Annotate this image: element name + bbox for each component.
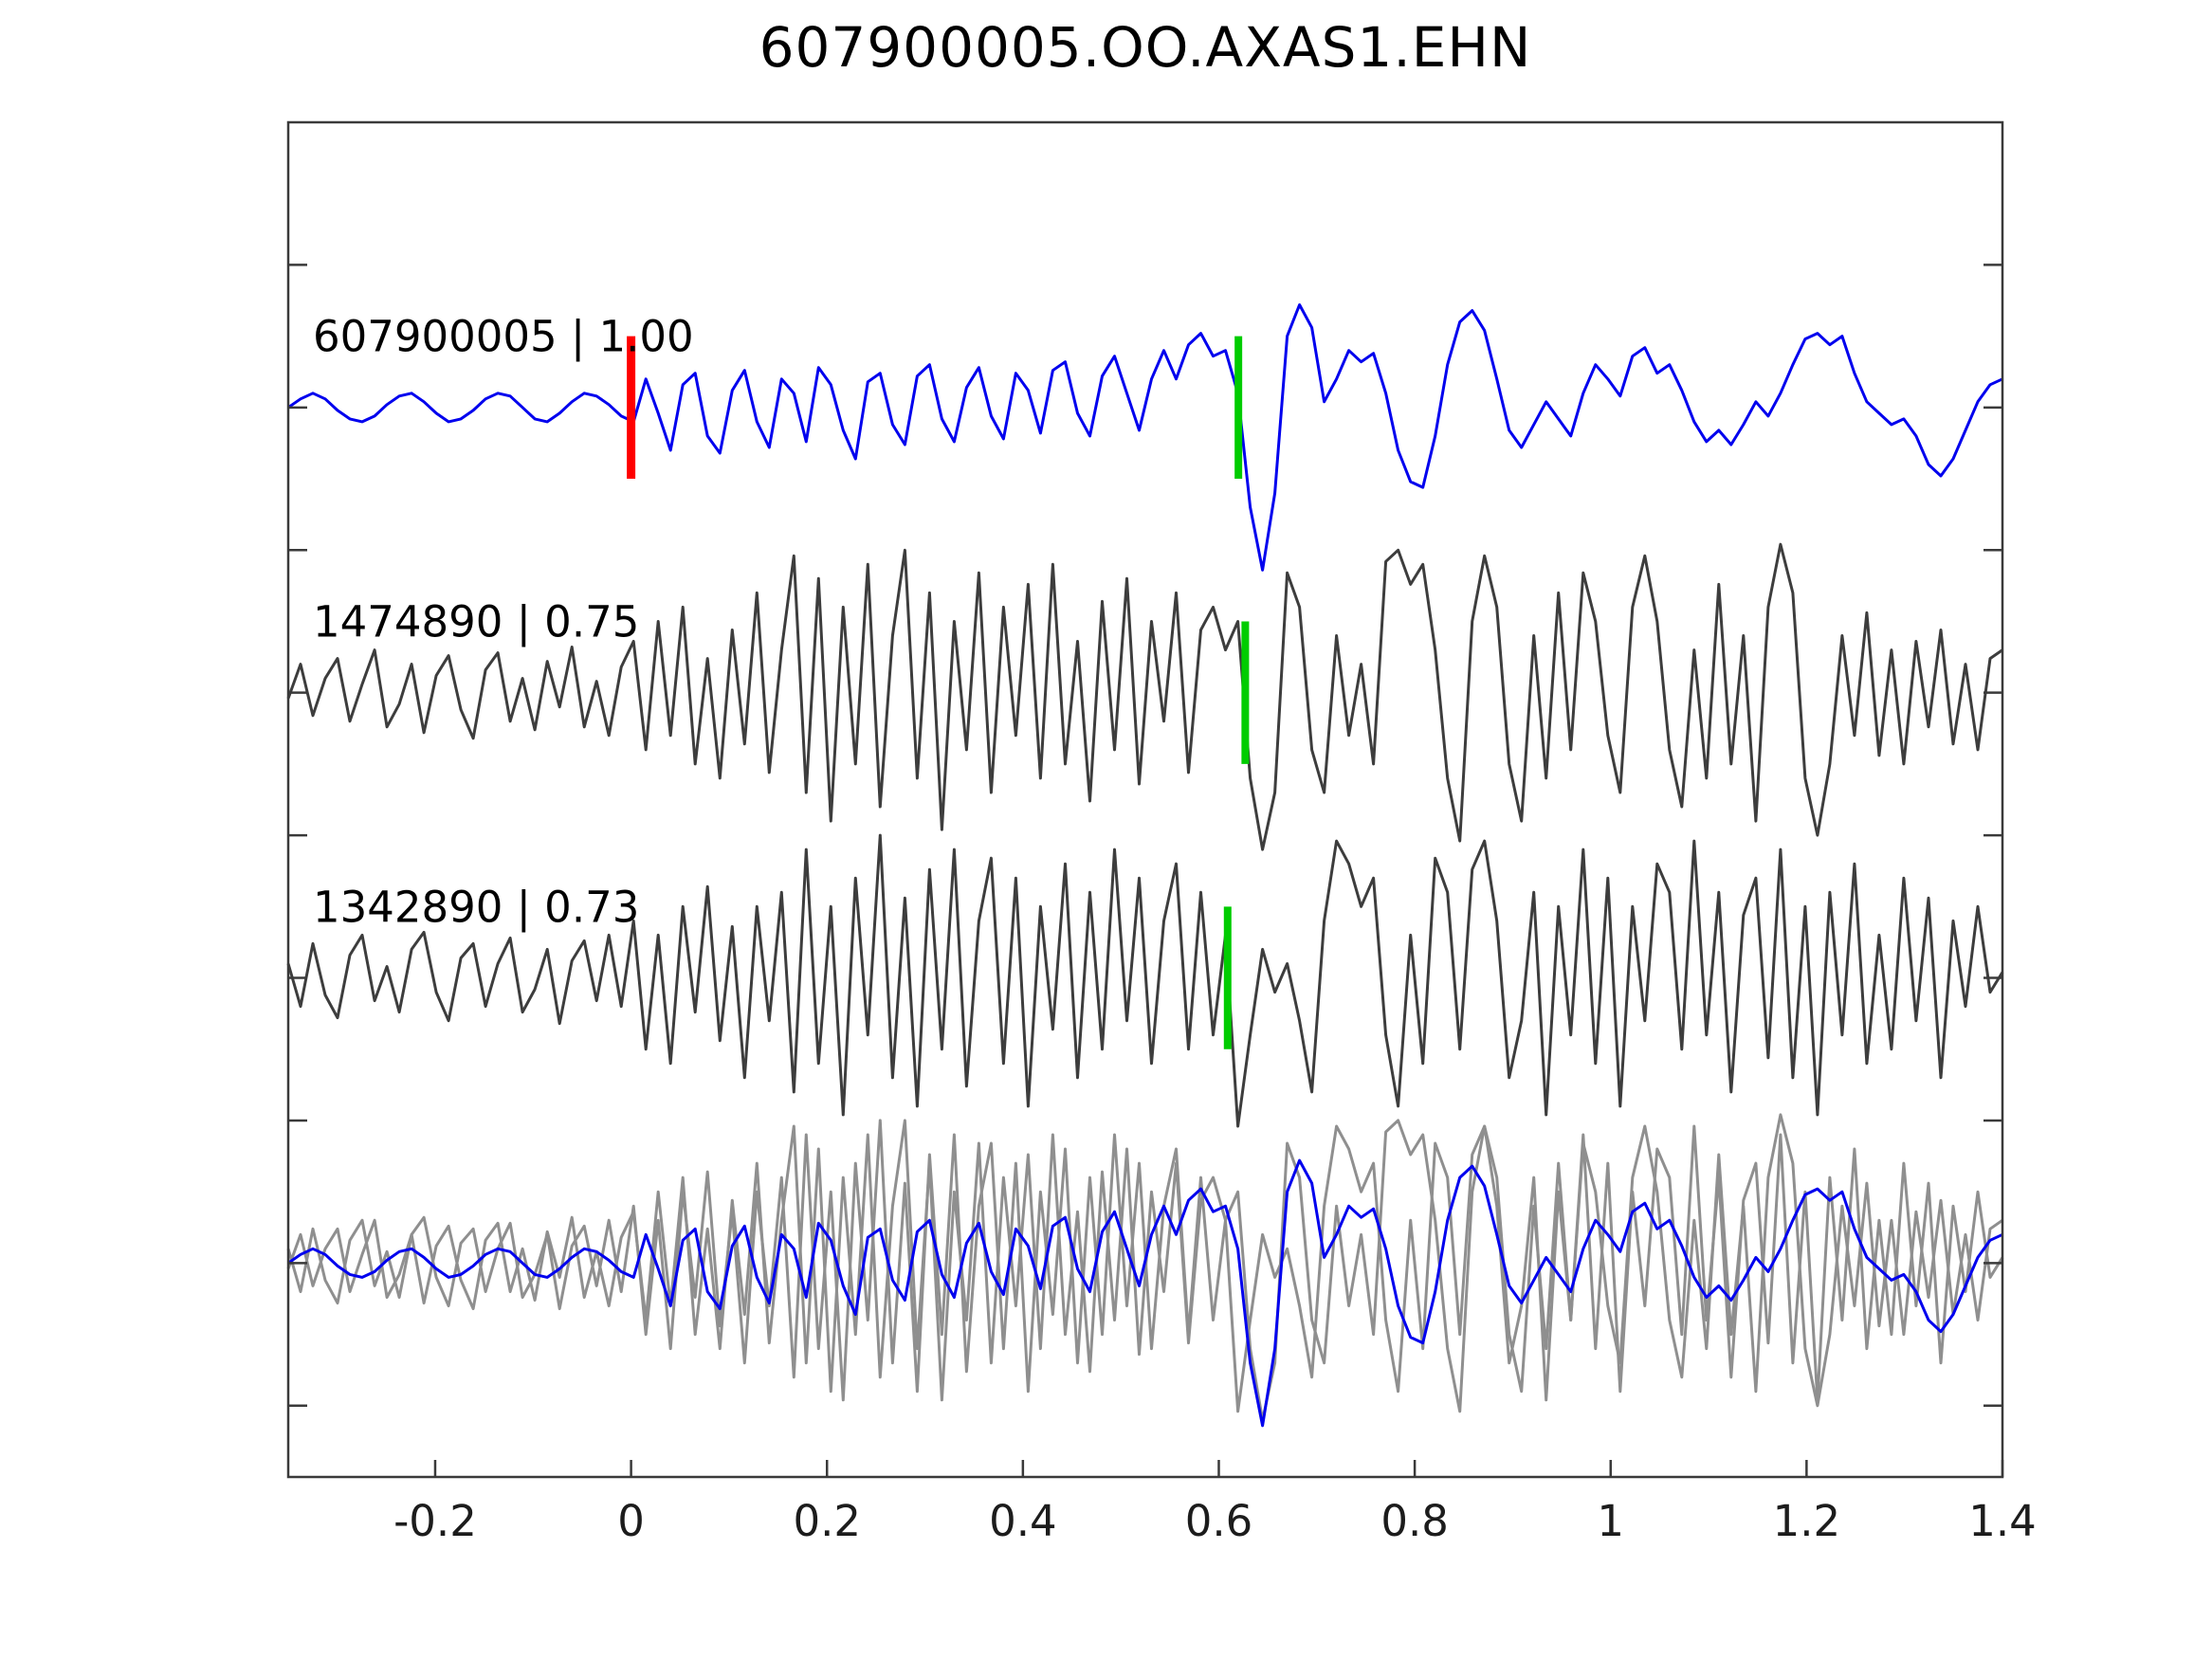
- x-tick-label: 1: [1597, 1496, 1624, 1546]
- x-tick-label: 0.8: [1380, 1496, 1449, 1546]
- overlay-trace: [287, 1158, 2003, 1428]
- trace-label: 607900005 | 1.00: [313, 312, 694, 362]
- trace-label: 1474890 | 0.75: [313, 596, 639, 647]
- x-tick-label: 0.2: [793, 1496, 861, 1546]
- x-tick-label: 1.2: [1773, 1496, 1841, 1546]
- x-tick-label: 0.6: [1185, 1496, 1253, 1546]
- trace-label: 1342890 | 0.73: [313, 882, 639, 932]
- plot-title: 607900005.OO.AXAS1.EHN: [759, 15, 1532, 80]
- x-tick-label: 0.4: [989, 1496, 1057, 1546]
- plot-frame: [286, 120, 2004, 1479]
- waveform-trace: [286, 542, 2003, 851]
- waveform-trace: [287, 303, 2003, 572]
- x-tick-label: -0.2: [393, 1496, 477, 1546]
- waveform-trace: [286, 833, 2004, 1128]
- x-tick-label: 0: [617, 1496, 645, 1546]
- x-tick-label: 1.4: [1968, 1496, 2037, 1546]
